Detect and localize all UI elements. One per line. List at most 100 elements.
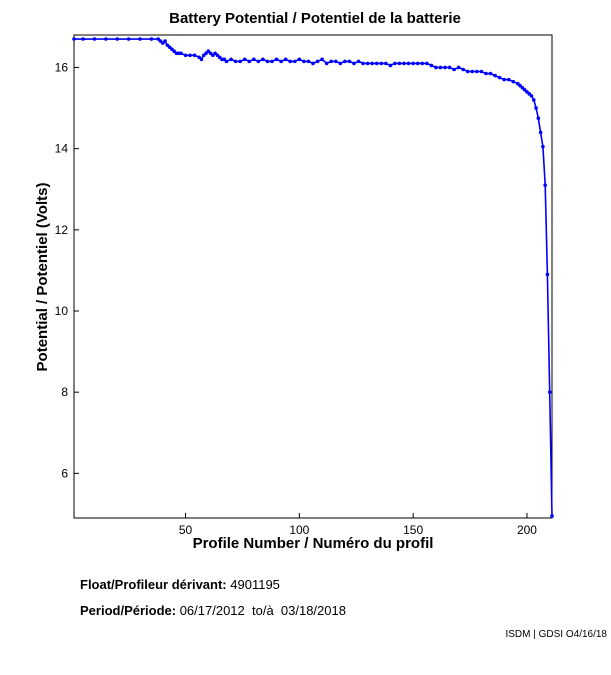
data-point: [256, 59, 261, 64]
float-value: 4901195: [230, 577, 280, 592]
y-tick-label: 8: [61, 385, 68, 399]
data-point: [361, 61, 365, 66]
data-point: [402, 61, 406, 66]
data-point: [488, 71, 493, 76]
data-point: [465, 69, 470, 74]
data-point: [229, 57, 233, 62]
data-point: [370, 61, 374, 66]
data-point: [320, 57, 324, 62]
data-point: [315, 59, 320, 64]
data-point: [461, 67, 466, 72]
data-point: [238, 59, 242, 64]
data-point: [531, 98, 536, 102]
battery-potential-series-points: [72, 37, 554, 518]
data-point: [343, 59, 347, 64]
data-point: [302, 59, 306, 64]
data-point: [247, 59, 252, 64]
x-tick-label: 50: [179, 523, 193, 537]
data-point: [192, 53, 197, 58]
data-point: [283, 57, 288, 62]
x-tick-label: 200: [517, 523, 537, 537]
data-point: [511, 79, 516, 84]
data-point: [115, 37, 120, 41]
data-point: [163, 39, 167, 43]
data-point: [311, 61, 315, 66]
x-axis-label: Profile Number / Numéro du profil: [193, 535, 434, 552]
data-point: [233, 59, 238, 64]
data-point: [434, 65, 438, 70]
data-point: [484, 71, 488, 76]
data-point: [126, 37, 131, 41]
data-point: [138, 37, 142, 41]
data-point: [393, 61, 397, 66]
data-point: [292, 59, 297, 64]
float-label: Float/Profileur dérivant:: [80, 577, 227, 592]
data-point: [388, 63, 393, 68]
data-point: [536, 116, 541, 121]
data-point: [452, 67, 456, 72]
x-tick-label: 100: [289, 523, 309, 537]
data-point: [443, 65, 447, 70]
y-axis-label: Potential / Potentiel (Volts): [34, 183, 51, 372]
data-point: [183, 53, 188, 58]
data-point: [365, 61, 370, 66]
data-point: [384, 61, 388, 66]
data-point: [543, 183, 547, 187]
data-point: [252, 57, 256, 62]
data-point: [352, 61, 356, 66]
period-value: 06/17/2012 to/à 03/18/2018: [179, 603, 346, 618]
y-tick-label: 16: [55, 60, 69, 74]
x-tick-label: 150: [403, 523, 423, 537]
period-label: Period/Période:: [80, 603, 177, 618]
data-point: [550, 514, 554, 518]
data-point: [338, 61, 343, 66]
data-point: [224, 59, 229, 64]
data-point: [397, 61, 402, 66]
data-point: [415, 61, 420, 66]
data-point: [547, 390, 552, 394]
x-axis-ticks: 50 100 150 200: [179, 513, 537, 537]
data-point: [242, 57, 247, 62]
data-point: [199, 57, 204, 62]
data-point: [104, 37, 108, 41]
data-point: [324, 61, 329, 66]
y-tick-label: 14: [55, 142, 69, 156]
data-point: [506, 77, 511, 82]
data-point: [529, 94, 534, 98]
data-point: [274, 57, 279, 62]
data-point: [149, 37, 154, 41]
data-point: [288, 59, 293, 64]
data-point: [92, 37, 97, 41]
y-axis-ticks: 6 8 10 12 14 16: [55, 60, 79, 480]
data-point: [333, 59, 338, 64]
data-point: [379, 61, 384, 66]
data-point: [261, 57, 265, 62]
data-point: [425, 61, 429, 66]
data-point: [279, 59, 283, 64]
data-point: [538, 130, 543, 135]
float-info: Float/Profileur dérivant: 4901195: [80, 577, 280, 592]
battery-potential-series-line: [74, 38, 553, 517]
y-tick-label: 12: [55, 223, 69, 237]
data-point: [374, 61, 379, 66]
data-point: [179, 51, 183, 56]
chart-title: Battery Potential / Potentiel de la batt…: [169, 10, 461, 27]
plot-area: [73, 34, 553, 519]
period-info: Period/Période: 06/17/2012 to/à 03/18/20…: [80, 603, 346, 618]
data-point: [356, 59, 361, 64]
data-point: [534, 106, 538, 110]
data-point: [329, 59, 334, 64]
data-point: [411, 61, 415, 66]
data-point: [72, 37, 76, 41]
data-point: [265, 59, 270, 64]
data-point: [493, 73, 497, 78]
data-point: [470, 69, 475, 74]
data-point: [479, 69, 484, 74]
y-tick-label: 6: [61, 466, 68, 480]
data-point: [438, 65, 443, 70]
data-point: [475, 69, 479, 74]
data-point: [429, 63, 434, 68]
data-point: [456, 65, 461, 70]
data-point: [81, 37, 85, 41]
